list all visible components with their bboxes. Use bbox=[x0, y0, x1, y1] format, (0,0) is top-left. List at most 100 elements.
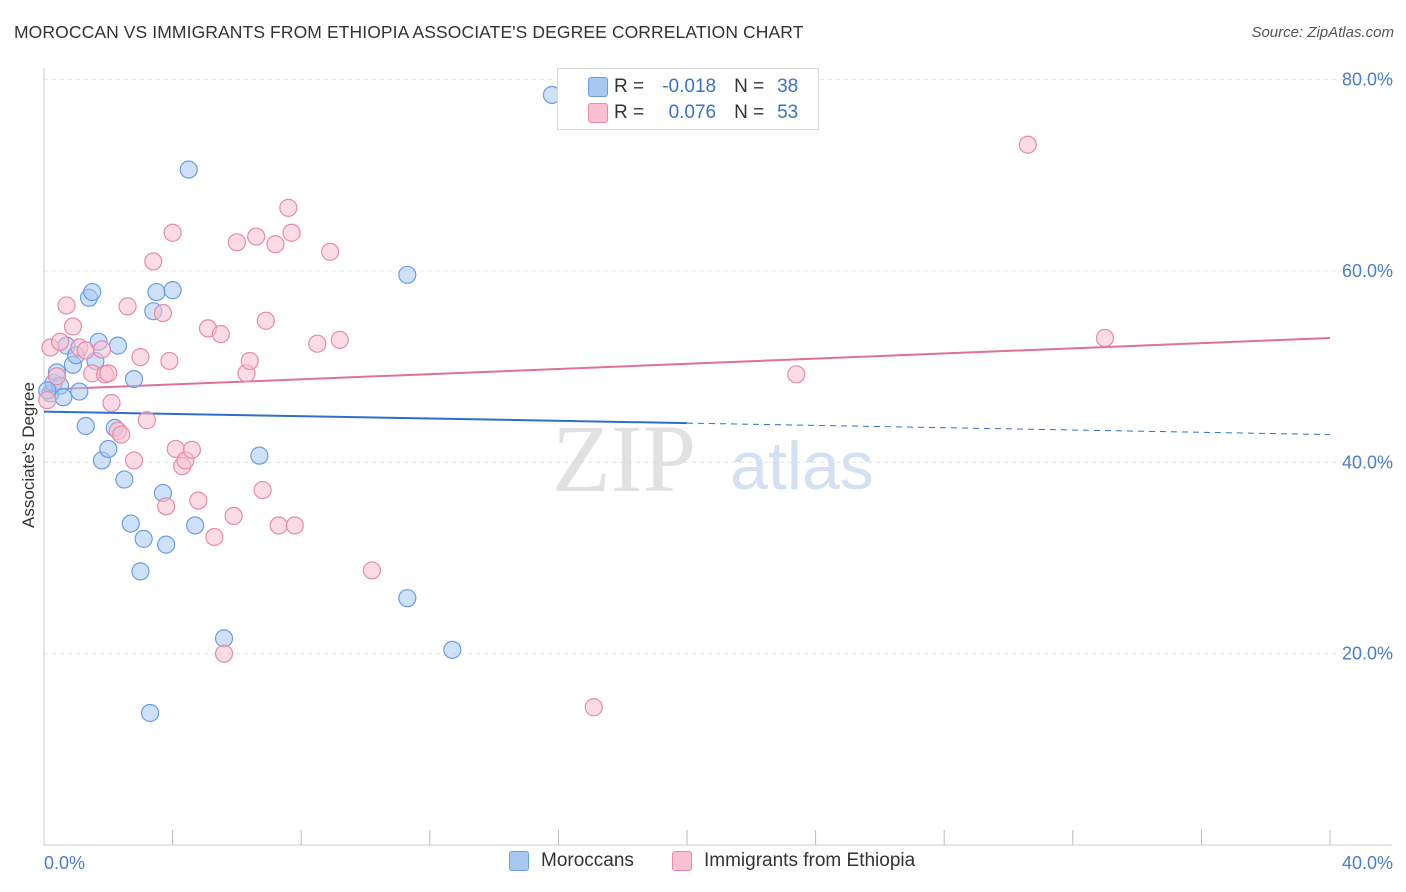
point-series-1-12 bbox=[102, 393, 121, 413]
point-series-1-33 bbox=[224, 506, 243, 526]
point-series-1-11 bbox=[99, 364, 118, 383]
point-series-1-46 bbox=[321, 242, 340, 261]
y-tick-label-0: 20.0% bbox=[1342, 644, 1393, 664]
stats-n-label: N = bbox=[734, 76, 765, 97]
trend-line-1 bbox=[43, 336, 1331, 391]
tick-labels: 20.0% 40.0% 60.0% 80.0% 0.0% 40.0% bbox=[44, 70, 1393, 873]
y-tick-label-2: 60.0% bbox=[1342, 261, 1393, 281]
point-series-1-5 bbox=[63, 317, 83, 336]
point-series-0-8 bbox=[70, 382, 89, 401]
point-series-1-23 bbox=[163, 223, 182, 242]
point-series-1-14 bbox=[112, 425, 131, 444]
point-series-1-16 bbox=[124, 451, 144, 470]
legend-swatch-moroccans bbox=[509, 851, 529, 871]
point-series-1-4 bbox=[57, 296, 76, 315]
point-series-1-31 bbox=[211, 325, 230, 344]
legend-item-ethiopia[interactable]: Immigrants from Ethiopia bbox=[672, 850, 915, 872]
point-series-1-40 bbox=[266, 235, 285, 254]
gridlines bbox=[44, 79, 1392, 655]
point-series-0-15 bbox=[99, 439, 118, 459]
point-series-1-36 bbox=[240, 351, 259, 371]
point-series-1-52 bbox=[1095, 328, 1115, 348]
point-series-1-22 bbox=[160, 351, 179, 371]
point-series-1-0 bbox=[38, 391, 57, 410]
point-series-1-7 bbox=[76, 341, 95, 360]
stats-r-label: R = bbox=[614, 102, 645, 123]
stats-n-value: 38 bbox=[777, 76, 799, 97]
legend-label-moroccans: Moroccans bbox=[541, 850, 634, 871]
trend-line-extension-0 bbox=[686, 422, 1331, 436]
y-axis-label: Associate's Degree bbox=[19, 382, 38, 528]
point-series-1-39 bbox=[256, 311, 275, 330]
point-series-0-28 bbox=[163, 281, 182, 300]
point-series-0-32 bbox=[250, 446, 269, 465]
point-series-1-19 bbox=[144, 252, 163, 271]
point-series-1-18 bbox=[137, 411, 156, 430]
legend-label-ethiopia: Immigrants from Ethiopia bbox=[704, 850, 916, 871]
source-label: Source: ZipAtlas.com bbox=[1251, 24, 1394, 41]
legend-item-moroccans[interactable]: Moroccans bbox=[509, 850, 634, 872]
stats-r-label: R = bbox=[614, 76, 645, 97]
point-series-1-49 bbox=[584, 698, 603, 717]
point-series-1-45 bbox=[308, 334, 327, 353]
point-series-1-32 bbox=[214, 644, 234, 663]
point-series-0-4 bbox=[54, 388, 73, 407]
stats-swatch-moroccans bbox=[588, 77, 608, 97]
point-series-1-48 bbox=[362, 561, 382, 580]
stats-row-ethiopia: R = 0.076 N = 53 bbox=[588, 100, 799, 126]
point-series-1-34 bbox=[227, 233, 246, 252]
point-series-0-21 bbox=[131, 562, 150, 581]
point-series-1-3 bbox=[50, 332, 70, 351]
data-points bbox=[38, 85, 1115, 723]
point-series-0-11 bbox=[83, 282, 102, 302]
point-series-1-30 bbox=[205, 527, 224, 547]
point-series-1-38 bbox=[253, 480, 272, 500]
point-series-0-18 bbox=[115, 470, 134, 489]
point-series-1-43 bbox=[282, 223, 301, 242]
point-series-1-20 bbox=[153, 303, 173, 323]
legend-swatch-ethiopia bbox=[672, 851, 692, 871]
point-series-0-30 bbox=[186, 516, 205, 535]
point-series-1-51 bbox=[1018, 135, 1037, 154]
point-series-0-17 bbox=[108, 336, 128, 355]
y-tick-label-3: 80.0% bbox=[1342, 70, 1393, 90]
point-series-1-47 bbox=[330, 330, 349, 349]
x-tick-label-0: 0.0% bbox=[44, 853, 85, 873]
point-series-1-15 bbox=[118, 297, 137, 316]
stats-n-value: 53 bbox=[777, 102, 799, 123]
point-series-0-23 bbox=[140, 703, 160, 723]
point-series-0-34 bbox=[398, 589, 417, 608]
point-series-0-35 bbox=[443, 640, 462, 659]
stats-swatch-ethiopia bbox=[588, 103, 608, 123]
point-series-0-33 bbox=[398, 265, 417, 284]
point-series-1-27 bbox=[182, 440, 201, 459]
chart-title: MOROCCAN VS IMMIGRANTS FROM ETHIOPIA ASS… bbox=[14, 22, 804, 42]
point-series-1-44 bbox=[285, 516, 304, 535]
point-series-0-27 bbox=[157, 535, 176, 554]
point-series-0-9 bbox=[76, 416, 95, 436]
point-series-1-9 bbox=[92, 340, 111, 359]
point-series-0-25 bbox=[147, 282, 166, 302]
x-tick-label-1: 40.0% bbox=[1342, 853, 1393, 873]
point-series-0-31 bbox=[214, 629, 234, 648]
stats-n-label: N = bbox=[734, 102, 765, 123]
point-series-1-2 bbox=[47, 367, 66, 386]
point-series-1-28 bbox=[189, 491, 208, 510]
point-series-0-22 bbox=[134, 529, 153, 548]
watermark-atlas: atlas bbox=[730, 428, 874, 504]
point-series-1-21 bbox=[157, 497, 176, 516]
stats-r-value: -0.018 bbox=[662, 76, 717, 97]
point-series-0-20 bbox=[124, 370, 144, 389]
stats-row-moroccans: R = -0.018 N = 38 bbox=[588, 74, 799, 100]
point-series-1-17 bbox=[131, 348, 150, 367]
point-series-0-29 bbox=[179, 160, 198, 179]
point-series-0-19 bbox=[121, 514, 140, 533]
point-series-1-42 bbox=[279, 198, 298, 217]
legend: Moroccans Immigrants from Ethiopia bbox=[0, 850, 1406, 880]
y-tick-label-1: 40.0% bbox=[1342, 452, 1393, 472]
stats-legend: R = -0.018 N = 38 R = 0.076 N = 53 bbox=[557, 68, 819, 130]
point-series-1-41 bbox=[269, 516, 288, 535]
point-series-1-50 bbox=[787, 365, 806, 384]
stats-r-value: 0.076 bbox=[668, 102, 717, 123]
